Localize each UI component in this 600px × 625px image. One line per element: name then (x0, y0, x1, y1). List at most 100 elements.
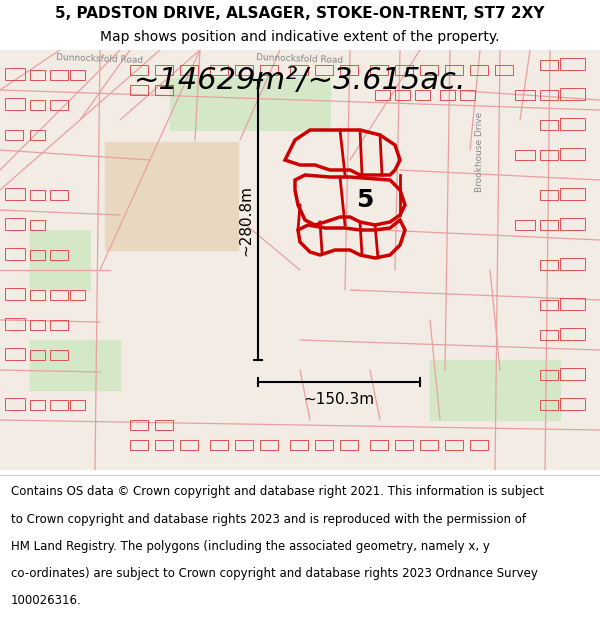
Bar (130, 65, 148, 75)
Text: co-ordinates) are subject to Crown copyright and database rights 2023 Ordnance S: co-ordinates) are subject to Crown copyr… (11, 567, 538, 580)
Bar (290, 65, 308, 75)
Bar (395, 65, 413, 75)
Bar (50, 350, 68, 360)
Text: 100026316.: 100026316. (11, 594, 82, 607)
Bar (180, 440, 198, 450)
Bar (50, 190, 68, 200)
Bar (560, 328, 585, 340)
Bar (560, 218, 585, 230)
Bar (260, 65, 278, 75)
Bar (155, 85, 173, 95)
Bar (5, 318, 25, 330)
Bar (540, 150, 558, 160)
Bar (540, 370, 558, 380)
Bar (50, 100, 68, 110)
Bar (540, 400, 558, 410)
Text: Dunnocksfold Road: Dunnocksfold Road (56, 53, 143, 65)
Bar (445, 65, 463, 75)
Bar (515, 150, 535, 160)
Bar (70, 290, 85, 300)
Bar (50, 70, 68, 80)
Bar (5, 288, 25, 300)
Bar (420, 65, 438, 75)
Text: Dunnocksfold Road: Dunnocksfold Road (256, 53, 344, 65)
Bar (540, 90, 558, 100)
Bar (560, 188, 585, 200)
Bar (30, 190, 45, 200)
Bar (540, 120, 558, 130)
Bar (370, 440, 388, 450)
Bar (5, 348, 25, 360)
Text: Contains OS data © Crown copyright and database right 2021. This information is : Contains OS data © Crown copyright and d… (11, 486, 544, 499)
Text: Map shows position and indicative extent of the property.: Map shows position and indicative extent… (100, 31, 500, 44)
Bar (30, 100, 45, 110)
Bar (30, 130, 45, 140)
Text: 5: 5 (356, 188, 374, 212)
Bar (155, 420, 173, 430)
Bar (50, 320, 68, 330)
Text: HM Land Registry. The polygons (including the associated geometry, namely x, y: HM Land Registry. The polygons (includin… (11, 540, 490, 552)
Bar (290, 440, 308, 450)
Text: 5, PADSTON DRIVE, ALSAGER, STOKE-ON-TRENT, ST7 2XY: 5, PADSTON DRIVE, ALSAGER, STOKE-ON-TREN… (55, 6, 545, 21)
Bar (155, 65, 173, 75)
Bar (130, 420, 148, 430)
Text: ~150.3m: ~150.3m (304, 392, 374, 408)
Polygon shape (430, 360, 560, 420)
Bar (5, 130, 23, 140)
Bar (315, 440, 333, 450)
Bar (30, 320, 45, 330)
Bar (515, 220, 535, 230)
Bar (540, 60, 558, 70)
Bar (30, 220, 45, 230)
Text: ~280.8m: ~280.8m (239, 184, 254, 256)
Bar (315, 65, 333, 75)
Bar (340, 65, 358, 75)
Bar (50, 250, 68, 260)
Bar (30, 290, 45, 300)
Bar (50, 290, 68, 300)
Bar (540, 330, 558, 340)
Bar (210, 440, 228, 450)
Polygon shape (170, 78, 330, 130)
Bar (560, 368, 585, 380)
Bar (5, 188, 25, 200)
Bar (560, 258, 585, 270)
Text: Brookhouse Drive: Brookhouse Drive (476, 112, 485, 192)
Bar (460, 90, 475, 100)
Polygon shape (30, 230, 90, 290)
Bar (30, 400, 45, 410)
Bar (235, 440, 253, 450)
Bar (560, 118, 585, 130)
Bar (560, 88, 585, 100)
Bar (560, 398, 585, 410)
Bar (540, 220, 558, 230)
Bar (70, 400, 85, 410)
Bar (5, 218, 25, 230)
Bar (5, 98, 25, 110)
Bar (370, 65, 388, 75)
Bar (560, 58, 585, 70)
Bar (515, 90, 535, 100)
Bar (420, 440, 438, 450)
Bar (415, 90, 430, 100)
Bar (5, 68, 25, 80)
Bar (130, 440, 148, 450)
Bar (50, 400, 68, 410)
Bar (395, 90, 410, 100)
Bar (540, 190, 558, 200)
Bar (395, 440, 413, 450)
Text: ~14629m²/~3.615ac.: ~14629m²/~3.615ac. (134, 66, 466, 94)
Bar (540, 300, 558, 310)
Bar (130, 85, 148, 95)
Bar (30, 250, 45, 260)
Bar (30, 350, 45, 360)
Polygon shape (30, 340, 120, 390)
Text: to Crown copyright and database rights 2023 and is reproduced with the permissio: to Crown copyright and database rights 2… (11, 512, 526, 526)
Bar (375, 90, 390, 100)
Bar (30, 70, 45, 80)
Bar (70, 70, 85, 80)
Bar (470, 65, 488, 75)
Bar (155, 440, 173, 450)
Bar (5, 248, 25, 260)
Bar (440, 90, 455, 100)
